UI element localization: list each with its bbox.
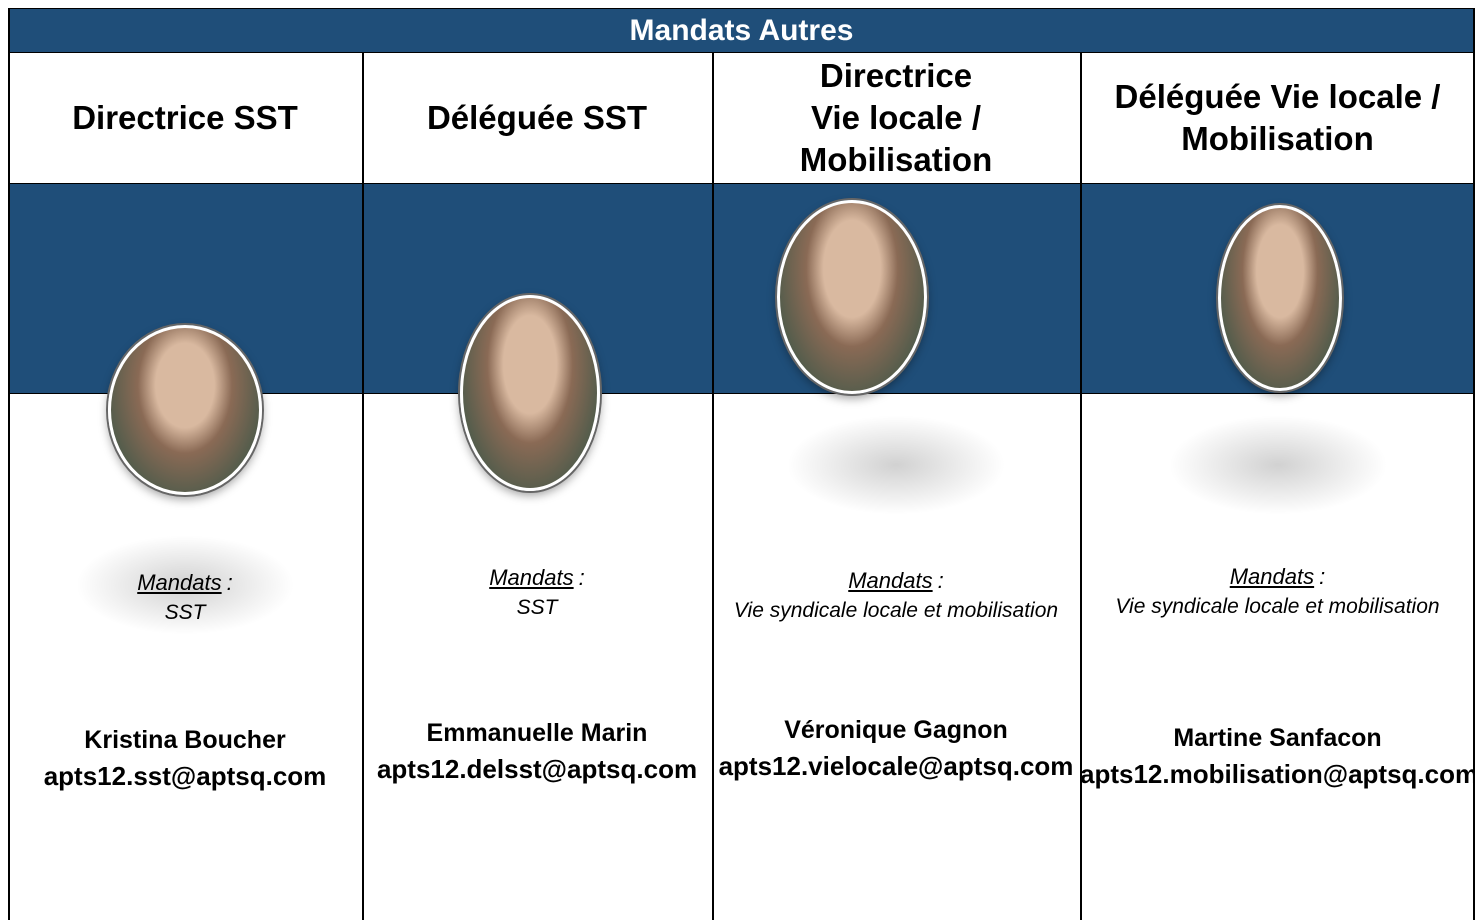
role-line: Vie locale / [811, 99, 981, 136]
role-line: Déléguée SST [426, 99, 648, 136]
role-title: Déléguée Vie locale / Mobilisation [1080, 53, 1475, 183]
contact-block: Kristina Boucher apts12.sst@aptsq.com [8, 722, 362, 794]
role-line: Mobilisation [799, 141, 993, 178]
role-title: Déléguée SST [362, 53, 712, 183]
mandats-heading: Mandats: [362, 563, 712, 593]
mandats-heading: Mandats: [712, 566, 1080, 596]
mandats-heading: Mandats: [1080, 562, 1475, 592]
mandats-block: Mandats: Vie syndicale locale et mobilisa… [1080, 562, 1475, 622]
person-email: apts12.mobilisation@aptsq.com [1080, 759, 1475, 789]
mandats-text: Vie syndicale locale et mobilisation [1115, 595, 1440, 618]
mandats-separator: : [937, 568, 944, 593]
contact-block: Véronique Gagnon apts12.vielocale@aptsq.c… [712, 712, 1080, 784]
mandats-block: Mandats: SST [8, 568, 362, 628]
mandats-separator: : [1319, 564, 1326, 589]
profile-photo [108, 325, 262, 495]
mandats-label: Mandats [489, 565, 574, 590]
role-title: Directrice SST [8, 53, 362, 183]
person-name: Véronique Gagnon [784, 716, 1008, 744]
role-line: Déléguée Vie locale / [1114, 78, 1441, 115]
role-line: Mobilisation [1181, 120, 1374, 157]
person-name: Kristina Boucher [84, 726, 286, 754]
mandats-label: Mandats [848, 568, 933, 593]
header-title: Mandats Autres [8, 8, 1475, 53]
person-email: apts12.vielocale@aptsq.com [718, 751, 1074, 781]
person-name: Emmanuelle Marin [426, 719, 648, 747]
photo-shadow [786, 415, 1006, 515]
role-line: Directrice SST [72, 99, 298, 136]
photo-shadow [1167, 415, 1388, 515]
mandats-text: SST [516, 596, 558, 619]
mandats-text: SST [164, 601, 206, 624]
mandats-block: Mandats: SST [362, 563, 712, 623]
person-name: Martine Sanfacon [1173, 724, 1382, 752]
role-title: Directrice Vie locale / Mobilisation [712, 53, 1080, 183]
profile-photo [777, 200, 927, 394]
mandats-text: Vie syndicale locale et mobilisation [733, 599, 1059, 622]
mandats-heading: Mandats: [8, 568, 362, 598]
role-line: Directrice [819, 57, 973, 94]
contact-block: Martine Sanfacon apts12.mobilisation@apts… [1080, 720, 1475, 792]
profile-photo [1218, 205, 1342, 391]
profile-photo [460, 295, 600, 491]
person-email: apts12.sst@aptsq.com [43, 761, 327, 791]
photo-shadow [75, 535, 295, 635]
column-divider [362, 52, 364, 920]
column-divider [1080, 52, 1082, 920]
mandats-label: Mandats [1229, 564, 1315, 589]
contact-block: Emmanuelle Marin apts12.delsst@aptsq.com [362, 715, 712, 787]
person-email: apts12.delsst@aptsq.com [376, 754, 698, 784]
mandats-separator: : [226, 570, 233, 595]
mandats-block: Mandats: Vie syndicale locale et mobilisa… [712, 566, 1080, 626]
table-frame [8, 8, 1475, 920]
mandats-label: Mandats [137, 570, 222, 595]
mandats-separator: : [578, 565, 585, 590]
column-divider [712, 52, 714, 920]
